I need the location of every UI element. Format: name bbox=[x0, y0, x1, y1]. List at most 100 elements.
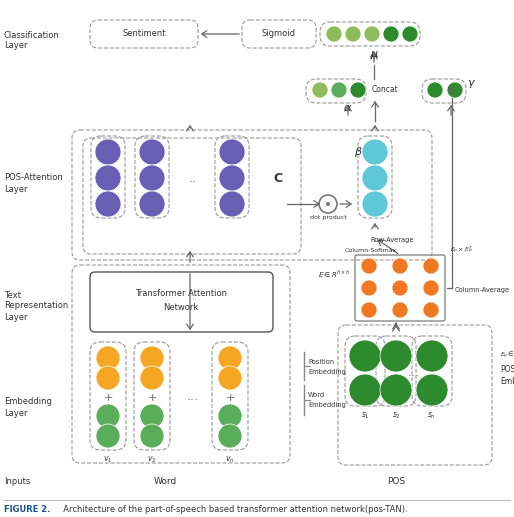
Text: $E \in R^{\hat{n}\times\hat{n}}$: $E \in R^{\hat{n}\times\hat{n}}$ bbox=[318, 268, 351, 280]
Circle shape bbox=[219, 191, 245, 217]
Text: $s_1$: $s_1$ bbox=[361, 410, 370, 421]
Circle shape bbox=[140, 346, 164, 370]
Text: Position: Position bbox=[308, 359, 334, 365]
Circle shape bbox=[95, 139, 121, 165]
Text: ...: ... bbox=[187, 390, 199, 403]
Text: Transformer Attention: Transformer Attention bbox=[135, 290, 227, 298]
Circle shape bbox=[350, 82, 366, 98]
Circle shape bbox=[326, 26, 342, 42]
Text: $s_2$: $s_2$ bbox=[392, 410, 400, 421]
Circle shape bbox=[361, 302, 377, 318]
Circle shape bbox=[392, 280, 408, 296]
Text: $\mu$: $\mu$ bbox=[370, 49, 378, 61]
Circle shape bbox=[349, 374, 381, 406]
Text: $v_1$: $v_1$ bbox=[103, 455, 113, 465]
Text: Architecture of the part-of-speech based transformer attention network(pos-TAN).: Architecture of the part-of-speech based… bbox=[58, 506, 408, 514]
Circle shape bbox=[140, 424, 164, 448]
Circle shape bbox=[139, 139, 165, 165]
Circle shape bbox=[319, 195, 337, 213]
Circle shape bbox=[362, 139, 388, 165]
Circle shape bbox=[416, 374, 448, 406]
Circle shape bbox=[218, 424, 242, 448]
Text: ...: ... bbox=[408, 367, 420, 379]
Circle shape bbox=[139, 191, 165, 217]
Text: Sentiment: Sentiment bbox=[122, 29, 166, 38]
Text: $v_2$: $v_2$ bbox=[148, 455, 157, 465]
Circle shape bbox=[312, 82, 328, 98]
Text: Layer: Layer bbox=[4, 41, 28, 51]
Circle shape bbox=[361, 258, 377, 274]
Circle shape bbox=[380, 340, 412, 372]
Text: Layer: Layer bbox=[4, 185, 28, 193]
Circle shape bbox=[96, 404, 120, 428]
Text: POS: POS bbox=[500, 366, 514, 374]
Text: POS-Attention: POS-Attention bbox=[4, 174, 63, 183]
Text: $E_P \in R^{n\times d_{pos}}$: $E_P \in R^{n\times d_{pos}}$ bbox=[500, 350, 514, 360]
Circle shape bbox=[349, 340, 381, 372]
Text: $\beta$: $\beta$ bbox=[354, 145, 362, 159]
Text: Embedding: Embedding bbox=[4, 398, 52, 406]
Text: Layer: Layer bbox=[4, 312, 28, 322]
Circle shape bbox=[345, 26, 361, 42]
Circle shape bbox=[447, 82, 463, 98]
Text: Embedding: Embedding bbox=[308, 369, 346, 375]
Circle shape bbox=[392, 302, 408, 318]
Text: Column-Average: Column-Average bbox=[455, 287, 510, 293]
Circle shape bbox=[362, 191, 388, 217]
Text: Embedding: Embedding bbox=[500, 376, 514, 386]
Text: Row-Average: Row-Average bbox=[370, 237, 413, 243]
Text: +: + bbox=[103, 393, 113, 403]
Text: C: C bbox=[273, 172, 283, 185]
Text: +: + bbox=[148, 393, 157, 403]
Circle shape bbox=[364, 26, 380, 42]
Circle shape bbox=[219, 165, 245, 191]
Text: Concat: Concat bbox=[372, 85, 398, 95]
Text: Word: Word bbox=[308, 392, 325, 398]
Text: Inputs: Inputs bbox=[4, 478, 30, 486]
Circle shape bbox=[362, 165, 388, 191]
Text: $s_n$: $s_n$ bbox=[428, 410, 436, 421]
Circle shape bbox=[218, 366, 242, 390]
Circle shape bbox=[140, 366, 164, 390]
Circle shape bbox=[383, 26, 399, 42]
Text: Representation: Representation bbox=[4, 301, 68, 311]
Circle shape bbox=[219, 139, 245, 165]
Circle shape bbox=[326, 202, 330, 206]
Circle shape bbox=[96, 346, 120, 370]
Circle shape bbox=[392, 258, 408, 274]
Circle shape bbox=[218, 346, 242, 370]
Circle shape bbox=[423, 302, 439, 318]
Text: FIGURE 2.: FIGURE 2. bbox=[4, 506, 50, 514]
Circle shape bbox=[427, 82, 443, 98]
Text: Network: Network bbox=[163, 303, 198, 312]
Circle shape bbox=[95, 165, 121, 191]
Circle shape bbox=[96, 424, 120, 448]
Circle shape bbox=[361, 280, 377, 296]
Text: $\alpha$: $\alpha$ bbox=[343, 103, 353, 113]
Circle shape bbox=[380, 374, 412, 406]
Circle shape bbox=[416, 340, 448, 372]
Text: $E_P \times E_P^T$: $E_P \times E_P^T$ bbox=[450, 245, 474, 255]
Text: Text: Text bbox=[4, 291, 21, 299]
Text: Embedding: Embedding bbox=[308, 402, 346, 408]
Text: dot product: dot product bbox=[309, 216, 346, 220]
Text: Layer: Layer bbox=[4, 408, 28, 418]
Circle shape bbox=[402, 26, 418, 42]
Circle shape bbox=[218, 404, 242, 428]
Text: ..: .. bbox=[189, 172, 197, 185]
Circle shape bbox=[96, 366, 120, 390]
Circle shape bbox=[331, 82, 347, 98]
Text: Classification: Classification bbox=[4, 31, 60, 39]
Text: POS: POS bbox=[387, 478, 405, 486]
Text: Sigmoid: Sigmoid bbox=[262, 29, 296, 38]
Text: +: + bbox=[225, 393, 235, 403]
Text: $v_n$: $v_n$ bbox=[225, 455, 235, 465]
Circle shape bbox=[423, 280, 439, 296]
Text: Word: Word bbox=[153, 478, 177, 486]
Circle shape bbox=[140, 404, 164, 428]
Text: $\gamma$: $\gamma$ bbox=[467, 78, 476, 90]
Text: Column-Softmax: Column-Softmax bbox=[345, 248, 397, 252]
Circle shape bbox=[95, 191, 121, 217]
Circle shape bbox=[423, 258, 439, 274]
Circle shape bbox=[139, 165, 165, 191]
